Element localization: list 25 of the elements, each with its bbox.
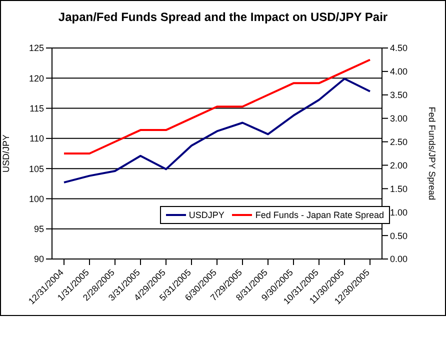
chart-title: Japan/Fed Funds Spread and the Impact on USD/JPY Pair <box>57 10 389 24</box>
line-series <box>63 78 371 184</box>
y2-tick-label: 4.00 <box>390 66 408 77</box>
y2-tick-label: 0.00 <box>390 254 408 264</box>
y-tick-label: 120 <box>28 73 44 84</box>
y-tick-label: 105 <box>28 164 44 174</box>
y2-tick-label: 3.50 <box>390 90 408 100</box>
y2-tick-label: 0.50 <box>390 230 408 241</box>
y-tick-label: 100 <box>28 194 44 204</box>
y2-axis-title: Fed Funds/JPY Spread <box>426 106 437 200</box>
y2-tick-label: 2.50 <box>390 136 408 147</box>
y-tick-label: 115 <box>30 103 44 114</box>
y2-tick-label: 1.50 <box>390 184 408 194</box>
y-tick-label: 90 <box>34 254 44 264</box>
legend-label: USDJPY <box>188 210 224 220</box>
y-axis-title: USD/JPY <box>1 134 12 173</box>
y2-tick-label: 4.50 <box>390 43 408 54</box>
legend-label: Fed Funds - Japan Rate Spread <box>255 210 384 220</box>
y2-tick-label: 1.00 <box>390 207 408 218</box>
y2-tick-label: 2.00 <box>390 160 408 170</box>
y2-tick-label: 3.00 <box>390 114 408 124</box>
y-tick-label: 95 <box>34 224 44 234</box>
line-series <box>63 58 371 154</box>
y-tick-label: 125 <box>28 43 44 54</box>
y-tick-label: 110 <box>30 134 44 144</box>
